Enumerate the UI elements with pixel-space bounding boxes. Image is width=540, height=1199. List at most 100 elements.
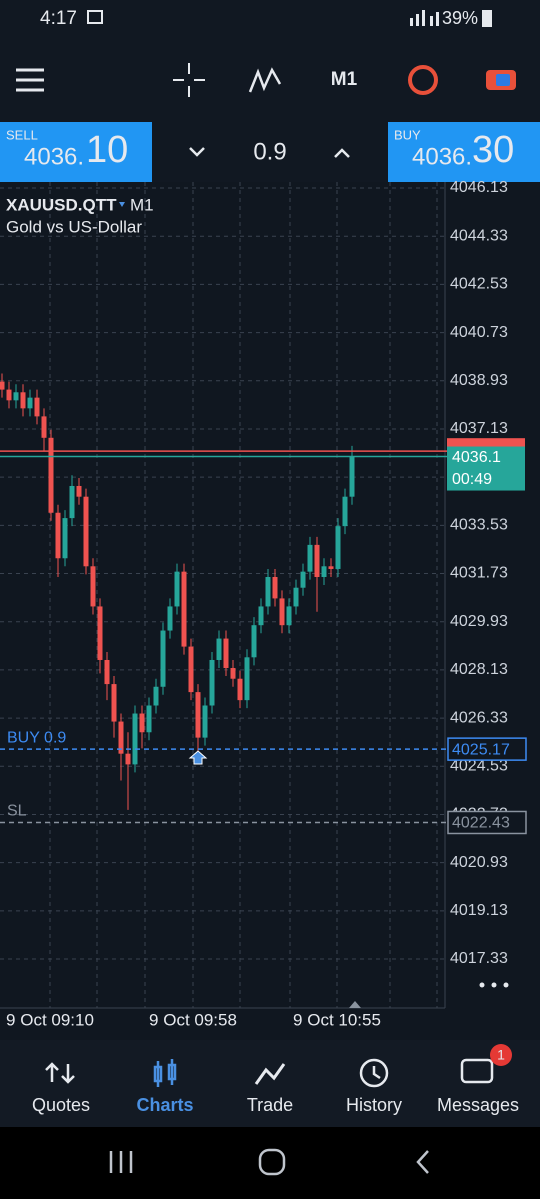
candle-body (321, 566, 327, 578)
candle-body (195, 692, 201, 738)
bid-tag (447, 446, 525, 491)
buy-label: BUY (394, 127, 421, 142)
y-tick-label: 4044.33 (450, 227, 508, 244)
nav-item[interactable]: History (346, 1095, 402, 1115)
bid-timer: 00:49 (452, 471, 492, 488)
sell-label: SELL (6, 127, 38, 142)
y-tick-label: 4038.93 (450, 372, 508, 389)
more-button[interactable] (479, 982, 509, 988)
y-tick-label: 4046.13 (450, 179, 508, 196)
candle-body (272, 577, 278, 599)
nav-item[interactable]: Charts (136, 1095, 193, 1115)
y-tick-label: 4026.33 (450, 709, 508, 726)
y-tick-label: 4020.93 (450, 854, 508, 871)
candle-body (132, 713, 138, 765)
chart-area (0, 182, 540, 1040)
menu-button[interactable] (16, 68, 44, 92)
nav-item[interactable]: Trade (247, 1095, 293, 1115)
chart-timeframe: M1 (130, 195, 154, 214)
x-tick-label: 9 Oct 10:55 (293, 1010, 381, 1029)
candle-body (153, 686, 159, 706)
y-tick-label: 4040.73 (450, 324, 508, 341)
position-label: BUY 0.9 (7, 729, 66, 746)
candle-body (111, 684, 117, 722)
stop_loss-tag (447, 810, 527, 835)
indicators-button[interactable] (248, 67, 282, 93)
y-tick-label: 4017.33 (450, 950, 508, 967)
candle-body (279, 598, 285, 626)
candle-body (293, 587, 299, 607)
candle-body (104, 659, 110, 685)
candle-body (160, 630, 166, 687)
status-icon (87, 10, 103, 24)
position-price: 4025.17 (452, 741, 510, 758)
objects-button[interactable] (408, 65, 438, 95)
buy-button[interactable] (388, 122, 540, 182)
candle-body (0, 381, 5, 390)
y-tick-label: 4031.73 (450, 565, 508, 582)
buy-arrow (188, 750, 208, 765)
candle-body (146, 705, 152, 733)
candle-body (48, 437, 54, 513)
nav-item[interactable]: Quotes (32, 1095, 90, 1115)
x-tick-label: 9 Oct 09:10 (6, 1010, 94, 1029)
candle-body (216, 638, 222, 660)
candle-body (76, 485, 82, 497)
candle-body (167, 606, 173, 631)
candle-body (307, 544, 313, 572)
candle-body (20, 392, 26, 409)
candle-body (118, 721, 124, 754)
candle-body (188, 646, 194, 693)
badge-count: 1 (497, 1047, 505, 1063)
trade-button-inner (496, 74, 510, 86)
lot-value[interactable]: 0.9 (253, 138, 286, 165)
crosshair-button[interactable] (173, 63, 205, 97)
stop_loss-label: SL (7, 803, 27, 820)
sell-button[interactable] (0, 122, 152, 182)
y-tick-label: 4037.13 (450, 420, 508, 437)
candle-body (6, 389, 12, 401)
buy-price-frac: 30 (472, 129, 514, 171)
lot-decrease[interactable] (189, 147, 205, 157)
system-nav (0, 1127, 540, 1199)
bottom-nav (0, 1040, 540, 1127)
candle-body (27, 397, 33, 409)
timeframe-button[interactable]: M1 (331, 69, 358, 90)
candle-body (230, 668, 236, 679)
candle-body (55, 512, 61, 559)
candle-body (286, 606, 292, 626)
candle-body (265, 577, 271, 607)
buy-price-int: 4036. (412, 143, 472, 170)
nav-item[interactable]: Messages (437, 1095, 519, 1115)
plot: 4046.13 4044.33 4042.53 4040.73 4038.93 4037.… (0, 179, 527, 1009)
candle-body (251, 625, 257, 658)
candle-body (13, 392, 19, 401)
y-tick-label: 4019.13 (450, 902, 508, 919)
y-tick-label: 4042.53 (450, 276, 508, 293)
symbol-dropdown[interactable] (119, 202, 125, 207)
candle-body (83, 496, 89, 567)
system-buttons[interactable] (109, 1148, 429, 1176)
bid-price: 4036.1 (452, 449, 501, 466)
sell-price-int: 4036. (24, 143, 84, 170)
chart-symbol[interactable]: XAUUSD.QTT (6, 195, 117, 214)
candle-body (314, 544, 320, 578)
trade-icon (254, 1063, 286, 1085)
candle-body (300, 571, 306, 588)
history-hand (372, 1066, 381, 1080)
status-time: 4:17 (40, 8, 77, 29)
scroll-marker (349, 1001, 361, 1008)
y-tick-label: 4024.53 (450, 757, 508, 774)
candle-body (181, 571, 187, 647)
candle-body (335, 526, 341, 569)
quotes-icon (45, 1062, 75, 1084)
candle-body (34, 397, 40, 417)
candle-body (125, 753, 131, 765)
candle-body (139, 713, 145, 733)
y-tick-label: 4028.13 (450, 661, 508, 678)
lot-increase[interactable] (334, 148, 350, 158)
charts-icon (153, 1059, 177, 1087)
y-tick-label: 4029.93 (450, 613, 508, 630)
messages-icon (460, 1058, 494, 1084)
